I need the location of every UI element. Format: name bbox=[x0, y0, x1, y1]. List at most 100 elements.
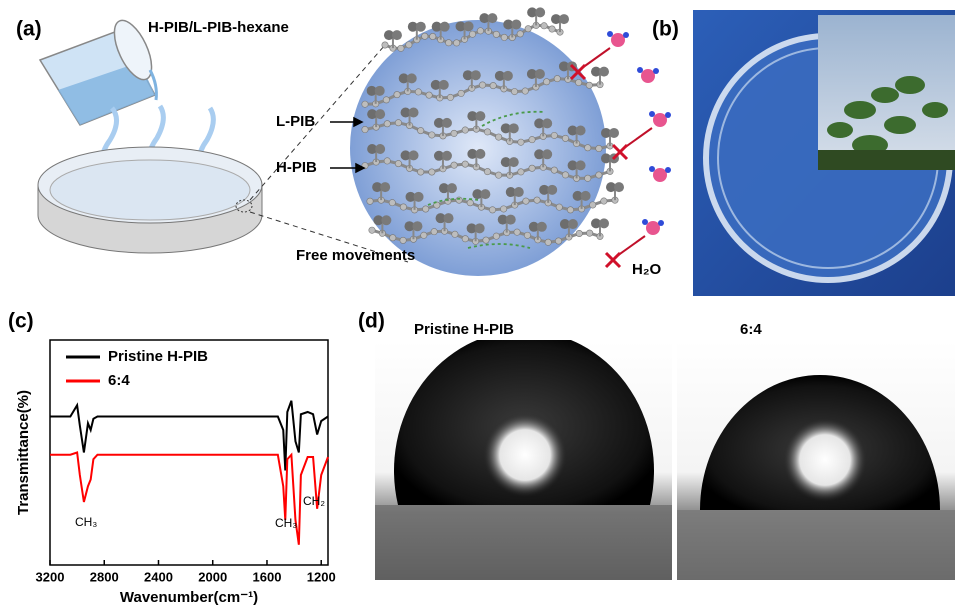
side-group bbox=[535, 69, 545, 79]
side-group bbox=[535, 7, 545, 17]
bead bbox=[447, 94, 453, 100]
bead bbox=[484, 129, 490, 135]
caption: Pristine H-PIB bbox=[414, 321, 514, 338]
spectrum-line bbox=[50, 453, 328, 545]
bead bbox=[549, 26, 555, 32]
bead bbox=[585, 145, 591, 151]
bead bbox=[430, 33, 436, 39]
side-group bbox=[440, 22, 450, 32]
side-group bbox=[542, 149, 552, 159]
side-group bbox=[380, 182, 390, 192]
side-group bbox=[475, 223, 485, 233]
side-group bbox=[439, 80, 449, 90]
side-group bbox=[542, 118, 552, 128]
bead bbox=[518, 169, 524, 175]
bead bbox=[422, 206, 428, 212]
side-group bbox=[599, 67, 609, 77]
side-group bbox=[576, 160, 586, 170]
bead bbox=[467, 200, 473, 206]
side-group bbox=[412, 221, 422, 231]
bead bbox=[389, 199, 395, 205]
bead bbox=[554, 75, 560, 81]
side-group bbox=[475, 111, 485, 121]
side-group bbox=[514, 187, 524, 197]
side-group bbox=[475, 149, 485, 159]
bead bbox=[500, 206, 506, 212]
side-group bbox=[509, 157, 519, 167]
x-tick-label: 2400 bbox=[144, 569, 173, 584]
side-group bbox=[609, 128, 619, 138]
droplet-photo bbox=[375, 331, 672, 580]
side-group bbox=[392, 30, 402, 40]
oxygen bbox=[646, 221, 660, 235]
bead bbox=[382, 42, 388, 48]
figure: (a) H-PIB/L-PIB-hexane L-PIB H-PIB Free … bbox=[0, 0, 955, 610]
water-label: H₂O bbox=[632, 261, 661, 278]
side-group bbox=[559, 14, 569, 24]
bead bbox=[400, 237, 406, 243]
bead bbox=[524, 232, 530, 238]
x-tick-label: 2000 bbox=[198, 569, 227, 584]
side-group bbox=[375, 109, 385, 119]
bead bbox=[596, 145, 602, 151]
movement-label: Free movements bbox=[296, 247, 415, 264]
side-group bbox=[464, 21, 474, 31]
oxygen bbox=[641, 69, 655, 83]
bead bbox=[529, 136, 535, 142]
side-group bbox=[442, 151, 452, 161]
side-group bbox=[381, 215, 391, 225]
bead bbox=[601, 198, 607, 204]
hydrogen bbox=[623, 32, 629, 38]
bead bbox=[452, 231, 458, 237]
bead bbox=[576, 230, 582, 236]
side-group bbox=[568, 219, 578, 229]
y-axis-title: Transmittance(%) bbox=[15, 390, 32, 515]
side-group bbox=[547, 185, 557, 195]
bead bbox=[555, 238, 561, 244]
bead bbox=[398, 45, 404, 51]
bead bbox=[493, 233, 499, 239]
side-group bbox=[599, 218, 609, 228]
l-pib-label: L-PIB bbox=[276, 113, 315, 130]
x-tick-label: 1600 bbox=[253, 569, 282, 584]
bead bbox=[395, 160, 401, 166]
side-group bbox=[375, 86, 385, 96]
hydrogen bbox=[665, 112, 671, 118]
bead bbox=[429, 132, 435, 138]
bead bbox=[458, 90, 464, 96]
bead bbox=[426, 92, 432, 98]
bead bbox=[421, 232, 427, 238]
bead bbox=[562, 172, 568, 178]
bead bbox=[514, 229, 520, 235]
bead bbox=[562, 135, 568, 141]
bead bbox=[489, 207, 495, 213]
x-tick-label: 2800 bbox=[90, 569, 119, 584]
bead bbox=[469, 31, 475, 37]
peak-annotation: CH₃ bbox=[275, 516, 297, 530]
bead bbox=[456, 197, 462, 203]
bead bbox=[525, 26, 531, 32]
bead bbox=[586, 230, 592, 236]
bead bbox=[585, 175, 591, 181]
bead bbox=[534, 197, 540, 203]
x-tick-label: 3200 bbox=[36, 569, 65, 584]
bead bbox=[511, 88, 517, 94]
bead bbox=[567, 207, 573, 213]
oxygen bbox=[611, 33, 625, 47]
bead bbox=[462, 127, 468, 133]
bead bbox=[493, 31, 499, 37]
side-group bbox=[487, 13, 497, 23]
bead bbox=[590, 202, 596, 208]
bead bbox=[495, 172, 501, 178]
oxygen bbox=[653, 113, 667, 127]
bead bbox=[417, 127, 423, 133]
side-group bbox=[416, 22, 426, 32]
side-group bbox=[511, 19, 521, 29]
side-group bbox=[409, 150, 419, 160]
bead bbox=[362, 126, 368, 132]
arrow bbox=[624, 128, 652, 148]
arrow bbox=[617, 236, 645, 256]
panel-label: (a) bbox=[16, 18, 42, 41]
block-mark bbox=[613, 145, 627, 159]
